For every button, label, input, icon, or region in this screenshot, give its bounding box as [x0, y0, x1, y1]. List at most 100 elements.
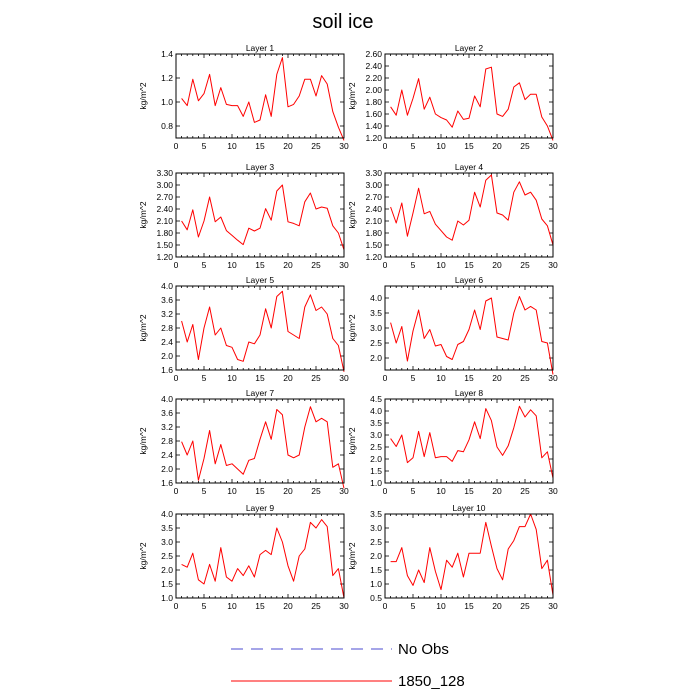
- y-tick-label: 2.60: [365, 49, 382, 59]
- x-tick-label: 20: [283, 486, 293, 496]
- x-tick-label: 10: [227, 373, 237, 383]
- y-tick-label: 2.0: [161, 464, 173, 474]
- x-tick-label: 20: [492, 601, 502, 611]
- y-tick-label: 4.0: [161, 394, 173, 404]
- panel-layer-2: Layer 2 kg/m^2 0 5 10 15 20 25 30 1.20 1.40 1.60 1.8…: [347, 43, 558, 151]
- y-tick-label: 0.5: [370, 593, 382, 603]
- y-tick-label: 2.70: [365, 192, 382, 202]
- y-tick-label: 3.30: [156, 168, 173, 178]
- panel-layer-5: Layer 5 kg/m^2 0 5 10 15 20 25 30 1.6 2.0 2.4 2.8 3.2…: [138, 275, 349, 383]
- series-line: [390, 405, 554, 479]
- y-axis-label: kg/m^2: [347, 82, 357, 109]
- panel-layer-4: Layer 4 kg/m^2 0 5 10 15 20 25 30 1.20 1.50 1.80 2.1…: [347, 162, 558, 270]
- y-tick-label: 1.5: [161, 579, 173, 589]
- y-tick-label: 3.0: [370, 523, 382, 533]
- y-axis-label: kg/m^2: [347, 427, 357, 454]
- y-tick-label: 1.50: [365, 240, 382, 250]
- x-tick-label: 0: [383, 260, 388, 270]
- y-tick-label: 4.0: [370, 293, 382, 303]
- x-tick-label: 15: [255, 141, 265, 151]
- plot-frame: [175, 398, 345, 484]
- y-tick-label: 3.0: [370, 323, 382, 333]
- x-tick-label: 15: [255, 373, 265, 383]
- plot-frame: [384, 172, 554, 258]
- panel-layer-9: Layer 9 kg/m^2 0 5 10 15 20 25 30 1.0 1.5 2.0 2.5 3.0…: [138, 503, 349, 611]
- y-tick-label: 1.6: [161, 478, 173, 488]
- legend-label-1850-128: 1850_128: [398, 673, 465, 690]
- y-tick-label: 0.8: [161, 121, 173, 131]
- x-tick-label: 30: [339, 601, 349, 611]
- y-tick-label: 3.2: [161, 309, 173, 319]
- panel-layer-8: Layer 8 kg/m^2 0 5 10 15 20 25 30 1.0 1.5 2.0 2.5 3.0…: [347, 388, 558, 496]
- y-tick-label: 2.5: [161, 551, 173, 561]
- x-tick-label: 20: [283, 141, 293, 151]
- y-tick-label: 1.80: [156, 228, 173, 238]
- x-tick-label: 15: [255, 260, 265, 270]
- x-tick-label: 25: [520, 373, 530, 383]
- x-tick-label: 30: [339, 260, 349, 270]
- y-tick-label: 2.4: [161, 337, 173, 347]
- y-tick-label: 2.10: [365, 216, 382, 226]
- plot-frame: [384, 53, 554, 139]
- y-axis-label: kg/m^2: [138, 542, 148, 569]
- y-tick-label: 2.40: [365, 61, 382, 71]
- x-tick-label: 0: [174, 141, 179, 151]
- y-tick-label: 1.20: [156, 252, 173, 262]
- y-tick-label: 2.8: [161, 323, 173, 333]
- y-tick-label: 1.2: [161, 73, 173, 83]
- x-tick-label: 30: [548, 260, 558, 270]
- y-tick-label: 2.0: [370, 353, 382, 363]
- plot-frame: [175, 53, 345, 139]
- plot-frame: [175, 172, 345, 258]
- x-tick-label: 15: [464, 373, 474, 383]
- figure-title: soil ice: [312, 11, 373, 33]
- x-tick-label: 0: [174, 373, 179, 383]
- x-tick-label: 0: [383, 141, 388, 151]
- legend: No Obs 1850_128: [231, 641, 465, 690]
- y-tick-label: 1.80: [365, 228, 382, 238]
- y-tick-label: 3.00: [365, 180, 382, 190]
- x-tick-label: 30: [339, 486, 349, 496]
- x-tick-label: 10: [227, 141, 237, 151]
- y-tick-label: 4.0: [161, 509, 173, 519]
- x-tick-label: 30: [548, 373, 558, 383]
- y-tick-label: 3.00: [156, 180, 173, 190]
- y-tick-label: 2.4: [161, 450, 173, 460]
- x-tick-label: 0: [174, 260, 179, 270]
- y-tick-label: 2.40: [365, 204, 382, 214]
- x-tick-label: 5: [411, 601, 416, 611]
- x-tick-label: 10: [436, 373, 446, 383]
- x-tick-label: 20: [283, 601, 293, 611]
- x-tick-label: 25: [311, 141, 321, 151]
- y-tick-label: 2.70: [156, 192, 173, 202]
- x-tick-label: 25: [311, 373, 321, 383]
- x-tick-label: 5: [411, 373, 416, 383]
- x-tick-label: 5: [202, 260, 207, 270]
- y-tick-label: 2.0: [370, 551, 382, 561]
- x-tick-label: 0: [174, 486, 179, 496]
- y-tick-label: 2.8: [161, 436, 173, 446]
- panel-layer-6: Layer 6 kg/m^2 0 5 10 15 20 25 30 2.0 2.5 3.0 3.5 4.0: [347, 275, 558, 383]
- y-axis-label: kg/m^2: [347, 201, 357, 228]
- series-line: [181, 57, 345, 141]
- x-tick-label: 10: [436, 260, 446, 270]
- y-tick-label: 1.80: [365, 97, 382, 107]
- panel-title: Layer 3: [246, 162, 275, 172]
- y-tick-label: 2.10: [156, 216, 173, 226]
- x-tick-label: 0: [383, 601, 388, 611]
- x-tick-label: 30: [548, 486, 558, 496]
- x-tick-label: 10: [227, 486, 237, 496]
- y-tick-label: 3.30: [365, 168, 382, 178]
- y-axis-label: kg/m^2: [347, 542, 357, 569]
- x-tick-label: 25: [520, 601, 530, 611]
- x-tick-label: 20: [492, 486, 502, 496]
- y-tick-label: 1.0: [370, 478, 382, 488]
- y-tick-label: 1.20: [365, 252, 382, 262]
- x-tick-label: 20: [283, 260, 293, 270]
- y-tick-label: 1.6: [161, 365, 173, 375]
- series-line: [181, 184, 345, 250]
- y-tick-label: 2.20: [365, 73, 382, 83]
- x-tick-label: 0: [383, 486, 388, 496]
- y-tick-label: 3.6: [161, 295, 173, 305]
